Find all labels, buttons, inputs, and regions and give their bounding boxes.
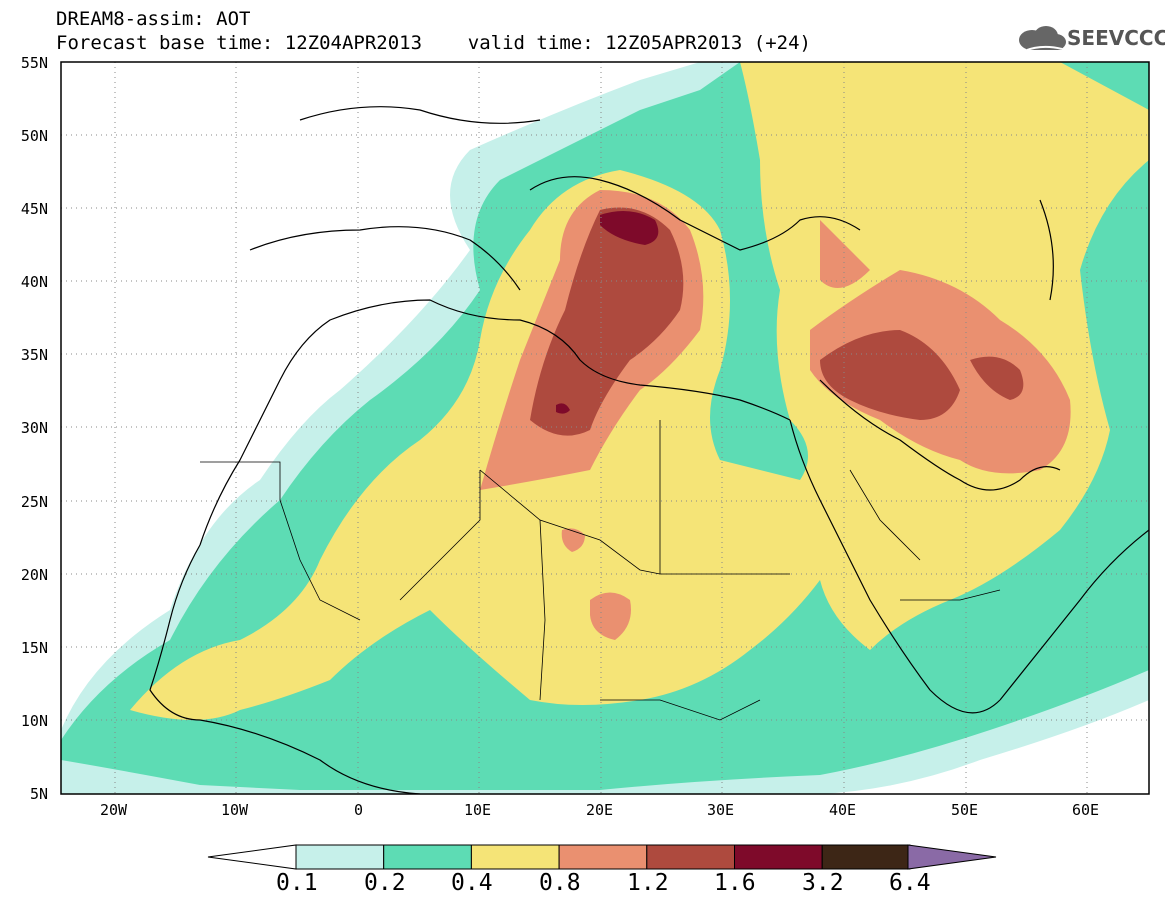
cloud-icon <box>1019 26 1066 52</box>
colorbar-label: 3.2 <box>802 870 844 896</box>
colorbar-label: 0.8 <box>539 870 581 896</box>
lat-label: 40N <box>20 273 48 291</box>
lat-label: 15N <box>20 639 48 657</box>
lat-label: 25N <box>20 493 48 511</box>
colorbar-label: 1.2 <box>627 870 669 896</box>
map-title: DREAM8-assim: AOT <box>56 8 251 30</box>
lon-label: 50E <box>951 801 979 819</box>
lon-label: 10W <box>221 801 249 819</box>
colorbar-label: 1.6 <box>714 870 756 896</box>
lat-label: 45N <box>20 200 48 218</box>
lat-label: 30N <box>20 419 48 437</box>
lon-label: 0 <box>354 801 364 819</box>
forecast-time-subtitle: Forecast base time: 12Z04APR2013 valid t… <box>56 32 811 54</box>
colorbar-label: 0.4 <box>451 870 493 896</box>
lat-label: 5N <box>29 785 48 803</box>
map-frame <box>60 61 1150 795</box>
aot-band-1.2 <box>530 207 1024 436</box>
lat-label: 50N <box>20 127 48 145</box>
lon-label: 60E <box>1072 801 1100 819</box>
lon-label: 40E <box>829 801 857 819</box>
lat-label: 20N <box>20 566 48 584</box>
coastlines <box>149 106 1149 794</box>
lon-label: 20W <box>100 801 128 819</box>
lon-label: 30E <box>707 801 735 819</box>
lat-label: 55N <box>20 54 48 72</box>
colorbar-label: 0.2 <box>364 870 406 896</box>
lon-label: 20E <box>586 801 614 819</box>
country-borders <box>200 420 1001 721</box>
colorbar-label: 6.4 <box>889 870 931 896</box>
aot-band-0.4 <box>130 62 1149 720</box>
lon-label: 10E <box>464 801 492 819</box>
aot-band-1.6 <box>556 211 659 414</box>
seevccc-logo-text: SEEVCCC <box>1067 26 1165 50</box>
colorbar-label: 0.1 <box>276 870 318 896</box>
lat-label: 10N <box>20 712 48 730</box>
map-gridlines <box>61 62 1149 794</box>
lat-label: 35N <box>20 346 48 364</box>
